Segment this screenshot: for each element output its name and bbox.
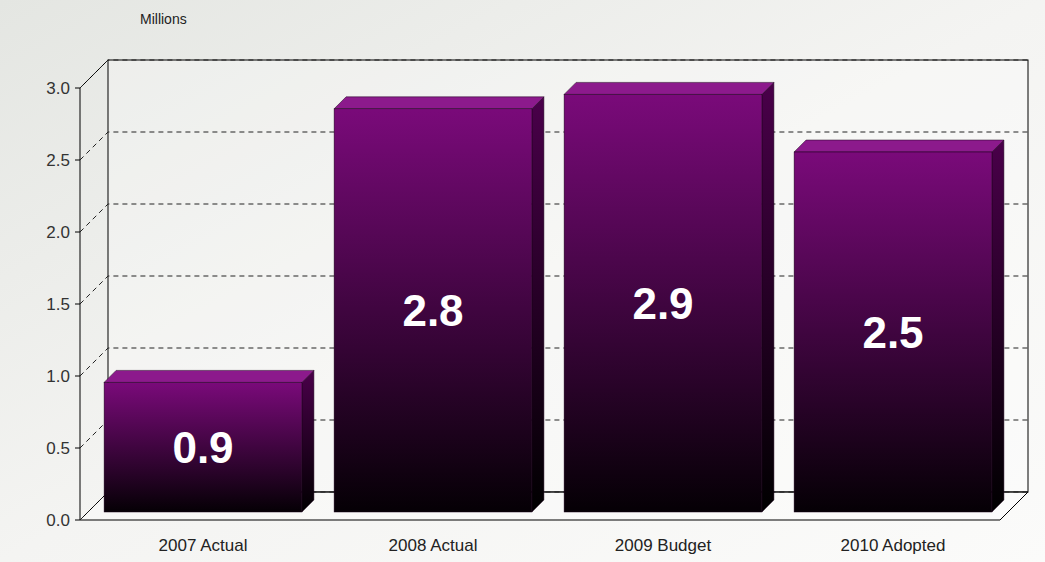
background [0, 0, 1045, 562]
bar-side [762, 82, 774, 512]
data-label: 2.8 [402, 286, 463, 335]
bar-side [302, 370, 314, 512]
tick-mark [75, 160, 80, 161]
chart: 0.0 0.5 1.0 1.5 2.0 2.5 3.0 Millions 0.9 2.8 2.9 2.… [0, 0, 1045, 562]
tick-mark [75, 304, 80, 305]
bars [104, 82, 1004, 512]
category-label: 2008 Actual [389, 536, 478, 555]
tick-label: 3.0 [46, 79, 70, 98]
tick-label: 2.5 [46, 151, 70, 170]
bar [104, 370, 314, 512]
data-label: 0.9 [172, 423, 233, 472]
bar [794, 140, 1004, 512]
category-label: 2007 Actual [159, 536, 248, 555]
tick-mark [75, 520, 80, 521]
tick-mark [75, 448, 80, 449]
tick-label: 0.5 [46, 439, 70, 458]
data-label: 2.9 [632, 279, 693, 328]
bar [334, 97, 544, 512]
bar [564, 82, 774, 512]
grid-line [80, 60, 1028, 88]
tick-mark [75, 376, 80, 377]
bar-side [992, 140, 1004, 512]
category-label: 2010 Adopted [841, 536, 946, 555]
bar-front [794, 152, 992, 512]
bar-top [564, 82, 774, 94]
bar-side [532, 97, 544, 512]
bar-top [334, 97, 544, 109]
tick-label: 0.0 [46, 511, 70, 530]
tick-label: 1.5 [46, 295, 70, 314]
data-label: 2.5 [862, 308, 923, 357]
tick-mark [75, 88, 80, 89]
tick-label: 2.0 [46, 223, 70, 242]
axis-label: Millions [140, 11, 187, 27]
bar-front [334, 109, 532, 512]
bar-front [564, 94, 762, 512]
tick-mark [75, 232, 80, 233]
category-label: 2009 Budget [615, 536, 712, 555]
tick-label: 1.0 [46, 367, 70, 386]
bar-top [104, 370, 314, 382]
bar-front [104, 382, 302, 512]
bar-top [794, 140, 1004, 152]
